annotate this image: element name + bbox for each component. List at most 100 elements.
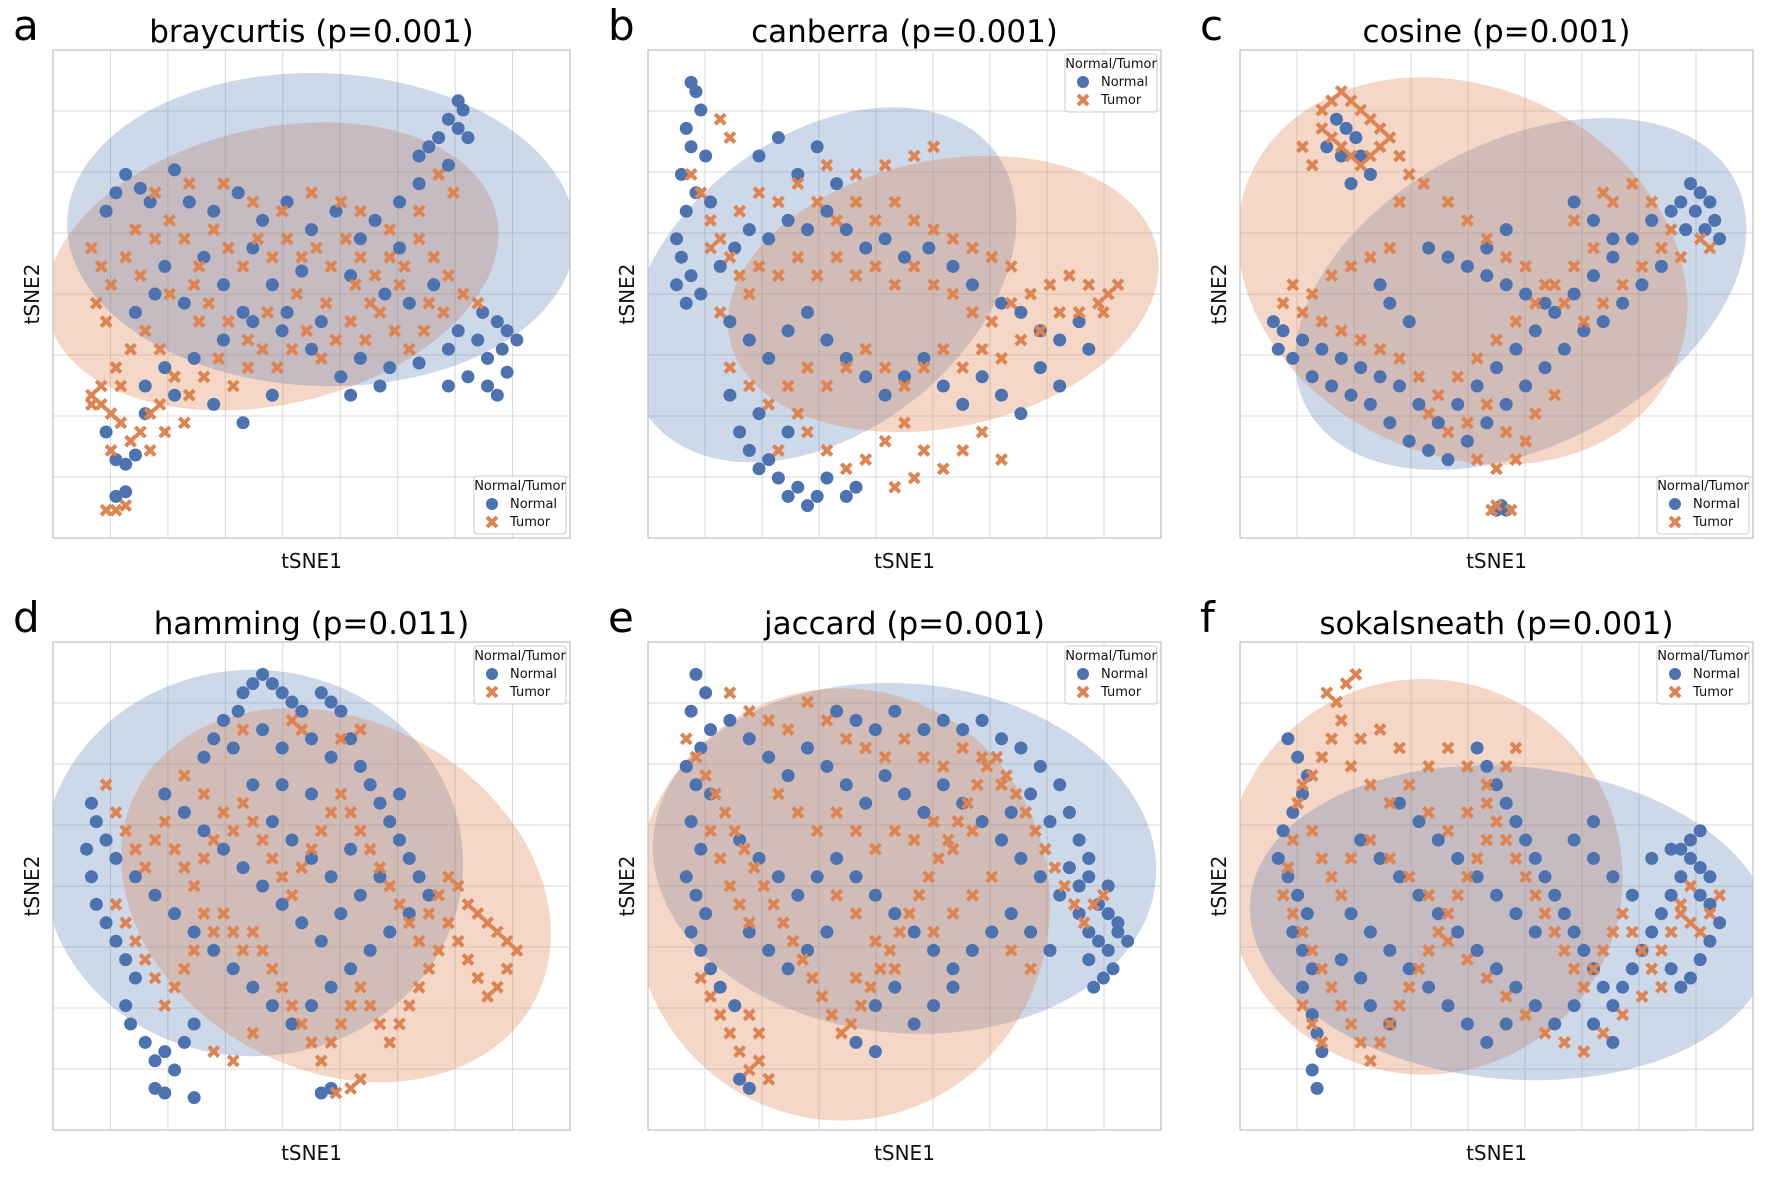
point-normal xyxy=(1703,934,1717,948)
point-tumor xyxy=(1528,407,1542,421)
point-normal xyxy=(927,999,941,1013)
point-tumor xyxy=(878,750,892,764)
point-normal xyxy=(393,787,407,801)
point-normal xyxy=(1499,397,1513,411)
point-tumor xyxy=(689,750,703,764)
legend-marker-normal xyxy=(1669,668,1681,680)
point-tumor xyxy=(1325,131,1339,145)
point-tumor xyxy=(1383,241,1397,255)
point-tumor xyxy=(197,787,211,801)
point-normal xyxy=(1548,305,1562,319)
point-normal xyxy=(1645,213,1659,227)
point-normal xyxy=(849,713,863,727)
point-tumor xyxy=(417,324,431,338)
point-tumor xyxy=(256,342,270,356)
point-normal xyxy=(314,934,328,948)
point-normal xyxy=(1344,907,1358,921)
point-tumor xyxy=(94,397,108,411)
point-normal xyxy=(742,443,756,457)
point-normal xyxy=(148,287,162,301)
point-normal xyxy=(329,204,343,218)
point-normal xyxy=(236,861,250,875)
point-tumor xyxy=(1528,888,1542,902)
point-tumor xyxy=(412,980,426,994)
point-tumor xyxy=(1635,943,1649,957)
point-normal xyxy=(246,241,260,255)
point-tumor xyxy=(1024,962,1038,976)
point-tumor xyxy=(236,943,250,957)
legend-label-normal: Normal xyxy=(1101,75,1148,90)
point-normal xyxy=(1072,833,1086,847)
point-normal xyxy=(1033,870,1047,884)
legend-label-normal: Normal xyxy=(1101,667,1148,682)
point-normal xyxy=(353,232,367,246)
point-normal xyxy=(226,962,240,976)
point-tumor xyxy=(1606,195,1620,209)
point-tumor xyxy=(1431,388,1445,402)
point-normal xyxy=(1693,861,1707,875)
point-normal xyxy=(456,103,470,117)
legend-marker-normal xyxy=(1077,668,1089,680)
point-tumor xyxy=(713,305,727,319)
point-tumor xyxy=(309,241,323,255)
y-axis-label: tSNE2 xyxy=(1207,264,1231,325)
point-normal xyxy=(1053,379,1067,393)
point-tumor xyxy=(1606,925,1620,939)
point-normal xyxy=(1587,269,1600,283)
point-tumor xyxy=(490,980,504,994)
point-normal xyxy=(1587,815,1600,829)
point-normal xyxy=(275,897,289,911)
point-tumor xyxy=(1305,287,1319,301)
point-normal xyxy=(314,1086,328,1100)
point-tumor xyxy=(742,916,756,930)
legend-label-tumor: Tumor xyxy=(1100,685,1142,700)
point-tumor xyxy=(752,259,766,273)
point-tumor xyxy=(771,195,785,209)
point-normal xyxy=(275,778,289,792)
point-tumor xyxy=(226,379,240,393)
point-normal xyxy=(907,925,921,939)
point-tumor xyxy=(442,916,455,930)
point-normal xyxy=(1325,379,1339,393)
point-tumor xyxy=(314,351,328,365)
point-tumor xyxy=(776,916,790,930)
point-tumor xyxy=(1645,195,1659,209)
point-tumor xyxy=(1451,370,1465,384)
point-normal xyxy=(917,805,931,819)
point-normal xyxy=(713,259,727,273)
point-normal xyxy=(412,870,426,884)
point-normal xyxy=(1393,870,1406,884)
point-tumor xyxy=(236,259,250,273)
point-tumor xyxy=(1470,851,1484,865)
point-normal xyxy=(99,204,113,218)
point-tumor xyxy=(1417,177,1431,191)
point-tumor xyxy=(1072,305,1086,319)
point-tumor xyxy=(129,223,142,237)
point-tumor xyxy=(1354,103,1368,117)
point-normal xyxy=(128,870,142,884)
point-tumor xyxy=(192,315,206,329)
point-tumor xyxy=(704,241,717,255)
point-normal xyxy=(1305,962,1319,976)
point-normal xyxy=(334,370,348,384)
point-normal xyxy=(1499,1017,1513,1031)
point-tumor xyxy=(412,934,426,948)
point-normal xyxy=(373,796,387,810)
point-normal xyxy=(995,388,1008,402)
point-normal xyxy=(679,296,693,310)
point-normal xyxy=(265,278,279,292)
point-normal xyxy=(1431,833,1445,847)
point-normal xyxy=(723,388,737,402)
point-tumor xyxy=(187,278,201,292)
point-tumor xyxy=(295,861,309,875)
point-tumor xyxy=(143,443,157,457)
point-normal xyxy=(383,815,397,829)
point-normal xyxy=(412,177,426,191)
point-tumor xyxy=(733,1045,747,1059)
point-normal xyxy=(849,1035,863,1049)
point-normal xyxy=(830,704,844,718)
point-normal xyxy=(1674,842,1688,856)
point-tumor xyxy=(1349,667,1363,681)
point-normal xyxy=(995,732,1008,746)
